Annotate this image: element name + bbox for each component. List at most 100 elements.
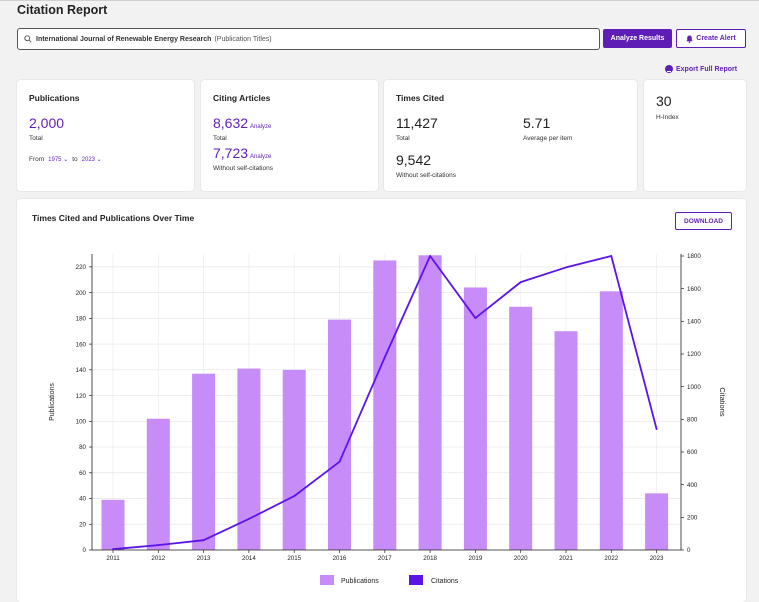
bar-publications-2011 (101, 499, 125, 550)
bar-publications-2019 (463, 287, 487, 550)
citing-heading: Citing Articles (213, 93, 271, 103)
h-index-value: 30 (656, 93, 672, 109)
top-divider (0, 0, 759, 1)
h-index-card: 30 H-Index (644, 80, 746, 191)
citing-total-value[interactable]: 8,632 (213, 115, 249, 131)
bar-publications-2012 (146, 418, 170, 550)
bar-publications-2023 (645, 493, 669, 550)
y-tick-label: 140 (76, 367, 87, 374)
y-axis-title: Publications (49, 383, 56, 421)
times-cited-card: Times Cited 11,427 Total 5.71 Average pe… (384, 80, 637, 191)
publications-heading: Publications (29, 93, 80, 103)
point-citations-2013 (202, 539, 205, 542)
y2-tick-label: 600 (687, 449, 698, 456)
point-citations-2021 (565, 266, 567, 269)
analyze-results-button[interactable]: Analyze Results (603, 29, 672, 48)
x-tick-label: 2023 (650, 555, 664, 562)
point-citations-2017 (383, 356, 386, 359)
analyze-citing-link[interactable]: Analyze (250, 124, 272, 130)
times-cited-total-label: Total (396, 135, 410, 142)
search-icon (24, 35, 32, 43)
bar-publications-2018 (418, 255, 442, 550)
point-citations-2023 (655, 428, 658, 431)
bell-icon (686, 35, 693, 43)
y-tick-label: 180 (76, 316, 87, 323)
download-icon (665, 65, 673, 73)
average-per-item-label: Average per item (523, 135, 573, 142)
analyze-citing-without-self-link[interactable]: Analyze (250, 154, 272, 160)
x-tick-label: 2011 (106, 555, 120, 562)
page-title: Citation Report (17, 3, 108, 17)
y2-tick-label: 1800 (687, 253, 701, 260)
download-button[interactable]: DOWNLOAD (675, 212, 732, 230)
point-citations-2014 (248, 518, 250, 520)
citing-total: 8,632 Analyze (213, 115, 271, 131)
point-citations-2015 (293, 495, 296, 497)
point-citations-2018 (429, 255, 431, 257)
point-citations-2022 (610, 255, 613, 257)
combo-chart: 0 20 40 60 80 100 120 140 160 180 200 220 0 200 400 600… (49, 253, 727, 585)
times-cited-chart-card: Times Cited and Publications Over Time D… (17, 199, 746, 602)
y2-tick-label: 1000 (687, 384, 701, 391)
x-tick-label: 2017 (378, 555, 392, 562)
times-cited-without-self: 9,542 (396, 152, 432, 168)
y-tick-label: 160 (76, 341, 87, 348)
x-tick-label: 2021 (559, 555, 573, 562)
point-citations-2020 (519, 281, 522, 284)
y-tick-label: 60 (79, 470, 86, 477)
search-type: (Publication Titles) (214, 35, 272, 43)
citing-articles-card: Citing Articles 8,632 Analyze Total 7,723… (201, 80, 378, 191)
search-query: International Journal of Renewable Energ… (36, 35, 212, 43)
x-tick-label: 2020 (514, 555, 528, 562)
publications-card: Publications 2,000 Total From 1975 ⌄ to … (17, 80, 194, 191)
y-tick-label: 120 (76, 393, 87, 400)
bar-publications-2014 (237, 368, 261, 550)
y2-tick-label: 400 (687, 482, 698, 489)
bar-publications-2016 (328, 319, 351, 550)
y-tick-label: 80 (79, 444, 86, 451)
y2-tick-label: 1400 (687, 319, 701, 326)
create-alert-button[interactable]: Create Alert (676, 29, 746, 48)
bar-publications-2017 (373, 260, 397, 550)
point-citations-2016 (338, 460, 341, 463)
y-tick-label: 200 (76, 290, 87, 297)
citing-without-self-label: Without self-citations (213, 165, 273, 172)
times-cited-total: 11,427 (396, 115, 438, 131)
x-tick-label: 2012 (151, 555, 165, 562)
y2-tick-label: 1200 (687, 351, 701, 358)
point-citations-2019 (474, 317, 477, 319)
legend-swatch-citations (409, 575, 423, 585)
x-tick-label: 2014 (242, 555, 256, 562)
citing-without-self: 7,723 Analyze (213, 145, 271, 161)
average-per-item: 5.71 (523, 115, 551, 131)
legend-label-publications: Publications (341, 578, 379, 585)
citing-total-label: Total (213, 135, 227, 142)
to-year-select[interactable]: 2023 ⌄ (81, 157, 102, 163)
times-cited-without-self-label: Without self-citations (396, 172, 456, 179)
from-label: From (29, 156, 45, 163)
search-input[interactable]: International Journal of Renewable Energ… (17, 28, 600, 50)
create-alert-label: Create Alert (696, 35, 736, 42)
export-full-report-link[interactable]: Export Full Report (665, 65, 737, 73)
citing-without-self-value[interactable]: 7,723 (213, 145, 249, 161)
bar-publications-2020 (509, 306, 533, 550)
publications-total[interactable]: 2,000 (29, 115, 65, 131)
y2-tick-label: 200 (687, 515, 698, 522)
to-label: to (72, 156, 78, 163)
x-tick-label: 2013 (197, 555, 211, 562)
bar-publications-2015 (282, 369, 306, 550)
y2-tick-label: 800 (687, 417, 698, 424)
bar-publications-2021 (554, 331, 578, 550)
x-tick-label: 2015 (287, 555, 301, 562)
legend-label-citations: Citations (431, 578, 459, 585)
bar-publications-2013 (192, 373, 216, 550)
from-year-select[interactable]: 1975 ⌄ (48, 157, 69, 163)
y-tick-label: 220 (76, 264, 87, 271)
x-tick-label: 2016 (333, 555, 347, 562)
y2-tick-label: 1600 (687, 286, 701, 293)
y2-axis-title: Citations (718, 387, 727, 416)
point-citations-2011 (112, 548, 114, 551)
times-cited-heading: Times Cited (396, 93, 445, 103)
x-tick-label: 2019 (469, 555, 483, 562)
x-tick-label: 2018 (423, 555, 437, 562)
